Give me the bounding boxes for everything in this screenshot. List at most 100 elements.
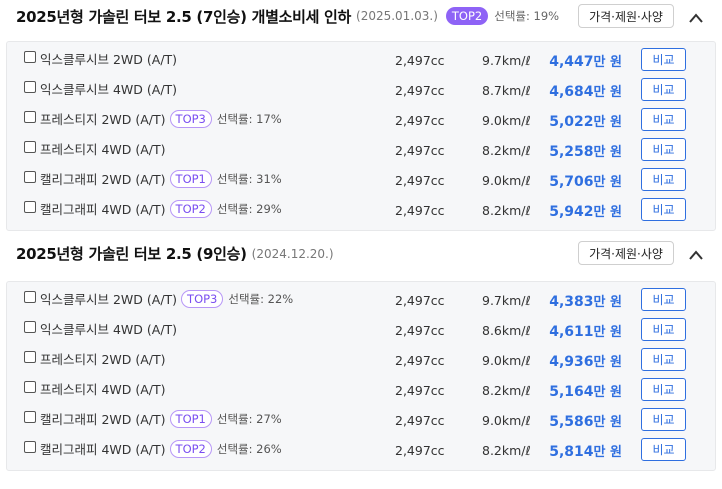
trim-list: 익스클루시브 2WD (A/T) 2,497cc 9.7km/ℓ 4,447만 원 비교…: [6, 41, 716, 231]
price: 5,258만 원: [549, 141, 622, 160]
checkbox-icon[interactable]: [24, 291, 36, 303]
fuel-efficiency: 9.0km/ℓ: [482, 173, 531, 188]
selection-rate: 선택률: 31%: [216, 171, 282, 186]
price-value: 5,164: [549, 384, 594, 400]
trim-info: 프레스티지 2WD (A/T) TOP3 선택률: 17%: [40, 109, 282, 128]
trim-row: 프레스티지 4WD (A/T) 2,497cc 8.2km/ℓ 5,164만 원 비교: [7, 375, 715, 405]
trim-row: 익스클루시브 2WD (A/T) 2,497cc 9.7km/ℓ 4,447만 원 비교: [7, 45, 715, 75]
trim-list: 익스클루시브 2WD (A/T) TOP3 선택률: 22% 2,497cc 9.7km…: [6, 281, 716, 471]
selection-rate: 선택률: 19%: [494, 9, 560, 23]
fuel-efficiency: 9.7km/ℓ: [482, 293, 531, 308]
price: 5,942만 원: [549, 201, 622, 220]
compare-button[interactable]: 비교: [641, 408, 686, 431]
trim-info: 프레스티지 4WD (A/T): [40, 379, 166, 398]
price-value: 5,586: [549, 414, 594, 430]
price-unit: 만 원: [593, 325, 622, 340]
trim-name: 익스클루시브 2WD (A/T): [40, 292, 178, 307]
price-unit: 만 원: [593, 145, 622, 160]
price-spec-options-button[interactable]: 가격·제원·사양: [578, 241, 674, 265]
trim-row: 익스클루시브 4WD (A/T) 2,497cc 8.6km/ℓ 4,611만 원 비교: [7, 315, 715, 345]
chevron-up-icon[interactable]: [686, 10, 706, 24]
trim-row: 프레스티지 2WD (A/T) 2,497cc 9.0km/ℓ 4,936만 원 비교: [7, 345, 715, 375]
displacement: 2,497cc: [395, 113, 445, 128]
trim-name: 캘리그래피 2WD (A/T): [40, 412, 166, 427]
checkbox-icon[interactable]: [24, 171, 36, 183]
selection-rate: 선택률: 22%: [228, 291, 294, 306]
price-value: 4,447: [549, 54, 594, 70]
displacement: 2,497cc: [395, 293, 445, 308]
price-unit: 만 원: [593, 445, 622, 460]
checkbox-icon[interactable]: [24, 201, 36, 213]
price-value: 5,258: [549, 144, 594, 160]
trim-name: 익스클루시브 4WD (A/T): [40, 82, 178, 97]
top-rank-badge: TOP2: [169, 439, 212, 458]
trim-info: 프레스티지 4WD (A/T): [40, 139, 166, 158]
price: 4,936만 원: [549, 351, 622, 370]
checkbox-icon[interactable]: [24, 111, 36, 123]
compare-button[interactable]: 비교: [641, 378, 686, 401]
price-unit: 만 원: [593, 295, 622, 310]
trim-info: 프레스티지 2WD (A/T): [40, 349, 166, 368]
checkbox-icon[interactable]: [24, 81, 36, 93]
section-title: 2025년형 가솔린 터보 2.5 (7인승) 개별소비세 인하: [16, 7, 352, 26]
displacement: 2,497cc: [395, 353, 445, 368]
price-value: 5,022: [549, 114, 594, 130]
fuel-efficiency: 8.2km/ℓ: [482, 143, 531, 158]
selection-rate: 선택률: 26%: [216, 441, 282, 456]
fuel-efficiency: 9.0km/ℓ: [482, 113, 531, 128]
price-unit: 만 원: [593, 415, 622, 430]
trim-info: 캘리그래피 2WD (A/T) TOP1 선택률: 27%: [40, 409, 282, 428]
compare-button[interactable]: 비교: [641, 168, 686, 191]
price-value: 5,706: [549, 174, 594, 190]
price-unit: 만 원: [593, 85, 622, 100]
fuel-efficiency: 8.2km/ℓ: [482, 383, 531, 398]
compare-button[interactable]: 비교: [641, 78, 686, 101]
trim-name: 프레스티지 2WD (A/T): [40, 112, 166, 127]
trim-row: 프레스티지 2WD (A/T) TOP3 선택률: 17% 2,497cc 9.0km/…: [7, 105, 715, 135]
compare-button[interactable]: 비교: [641, 48, 686, 71]
fuel-efficiency: 9.0km/ℓ: [482, 353, 531, 368]
price: 5,814만 원: [549, 441, 622, 460]
compare-button[interactable]: 비교: [641, 288, 686, 311]
price-value: 5,814: [549, 444, 594, 460]
price: 4,611만 원: [549, 321, 622, 340]
price-spec-options-button[interactable]: 가격·제원·사양: [578, 4, 674, 28]
trim-name: 익스클루시브 2WD (A/T): [40, 52, 178, 67]
fuel-efficiency: 8.6km/ℓ: [482, 323, 531, 338]
displacement: 2,497cc: [395, 323, 445, 338]
compare-button[interactable]: 비교: [641, 138, 686, 161]
price-unit: 만 원: [593, 355, 622, 370]
price-unit: 만 원: [593, 175, 622, 190]
displacement: 2,497cc: [395, 203, 445, 218]
price-unit: 만 원: [593, 55, 622, 70]
checkbox-icon[interactable]: [24, 351, 36, 363]
checkbox-icon[interactable]: [24, 51, 36, 63]
checkbox-icon[interactable]: [24, 441, 36, 453]
compare-button[interactable]: 비교: [641, 438, 686, 461]
fuel-efficiency: 9.0km/ℓ: [482, 413, 531, 428]
compare-button[interactable]: 비교: [641, 108, 686, 131]
top-rank-badge: TOP3: [181, 289, 224, 308]
checkbox-icon[interactable]: [24, 411, 36, 423]
trim-name: 프레스티지 2WD (A/T): [40, 352, 166, 367]
top-rank-badge: TOP3: [169, 109, 212, 128]
checkbox-icon[interactable]: [24, 321, 36, 333]
chevron-up-icon[interactable]: [686, 247, 706, 261]
price-unit: 만 원: [593, 205, 622, 220]
price: 5,586만 원: [549, 411, 622, 430]
price: 4,447만 원: [549, 51, 622, 70]
trim-info: 캘리그래피 4WD (A/T) TOP2 선택률: 29%: [40, 199, 282, 218]
trim-info: 캘리그래피 2WD (A/T) TOP1 선택률: 31%: [40, 169, 282, 188]
price: 5,022만 원: [549, 111, 622, 130]
section-header: 2025년형 가솔린 터보 2.5 (7인승) 개별소비세 인하 (2025.01…: [0, 0, 722, 32]
compare-button[interactable]: 비교: [641, 198, 686, 221]
trim-info: 익스클루시브 4WD (A/T): [40, 319, 177, 338]
selection-rate: 선택률: 27%: [216, 411, 282, 426]
compare-button[interactable]: 비교: [641, 348, 686, 371]
checkbox-icon[interactable]: [24, 141, 36, 153]
checkbox-icon[interactable]: [24, 381, 36, 393]
fuel-efficiency: 8.2km/ℓ: [482, 443, 531, 458]
price: 4,684만 원: [549, 81, 622, 100]
fuel-efficiency: 8.7km/ℓ: [482, 83, 531, 98]
compare-button[interactable]: 비교: [641, 318, 686, 341]
